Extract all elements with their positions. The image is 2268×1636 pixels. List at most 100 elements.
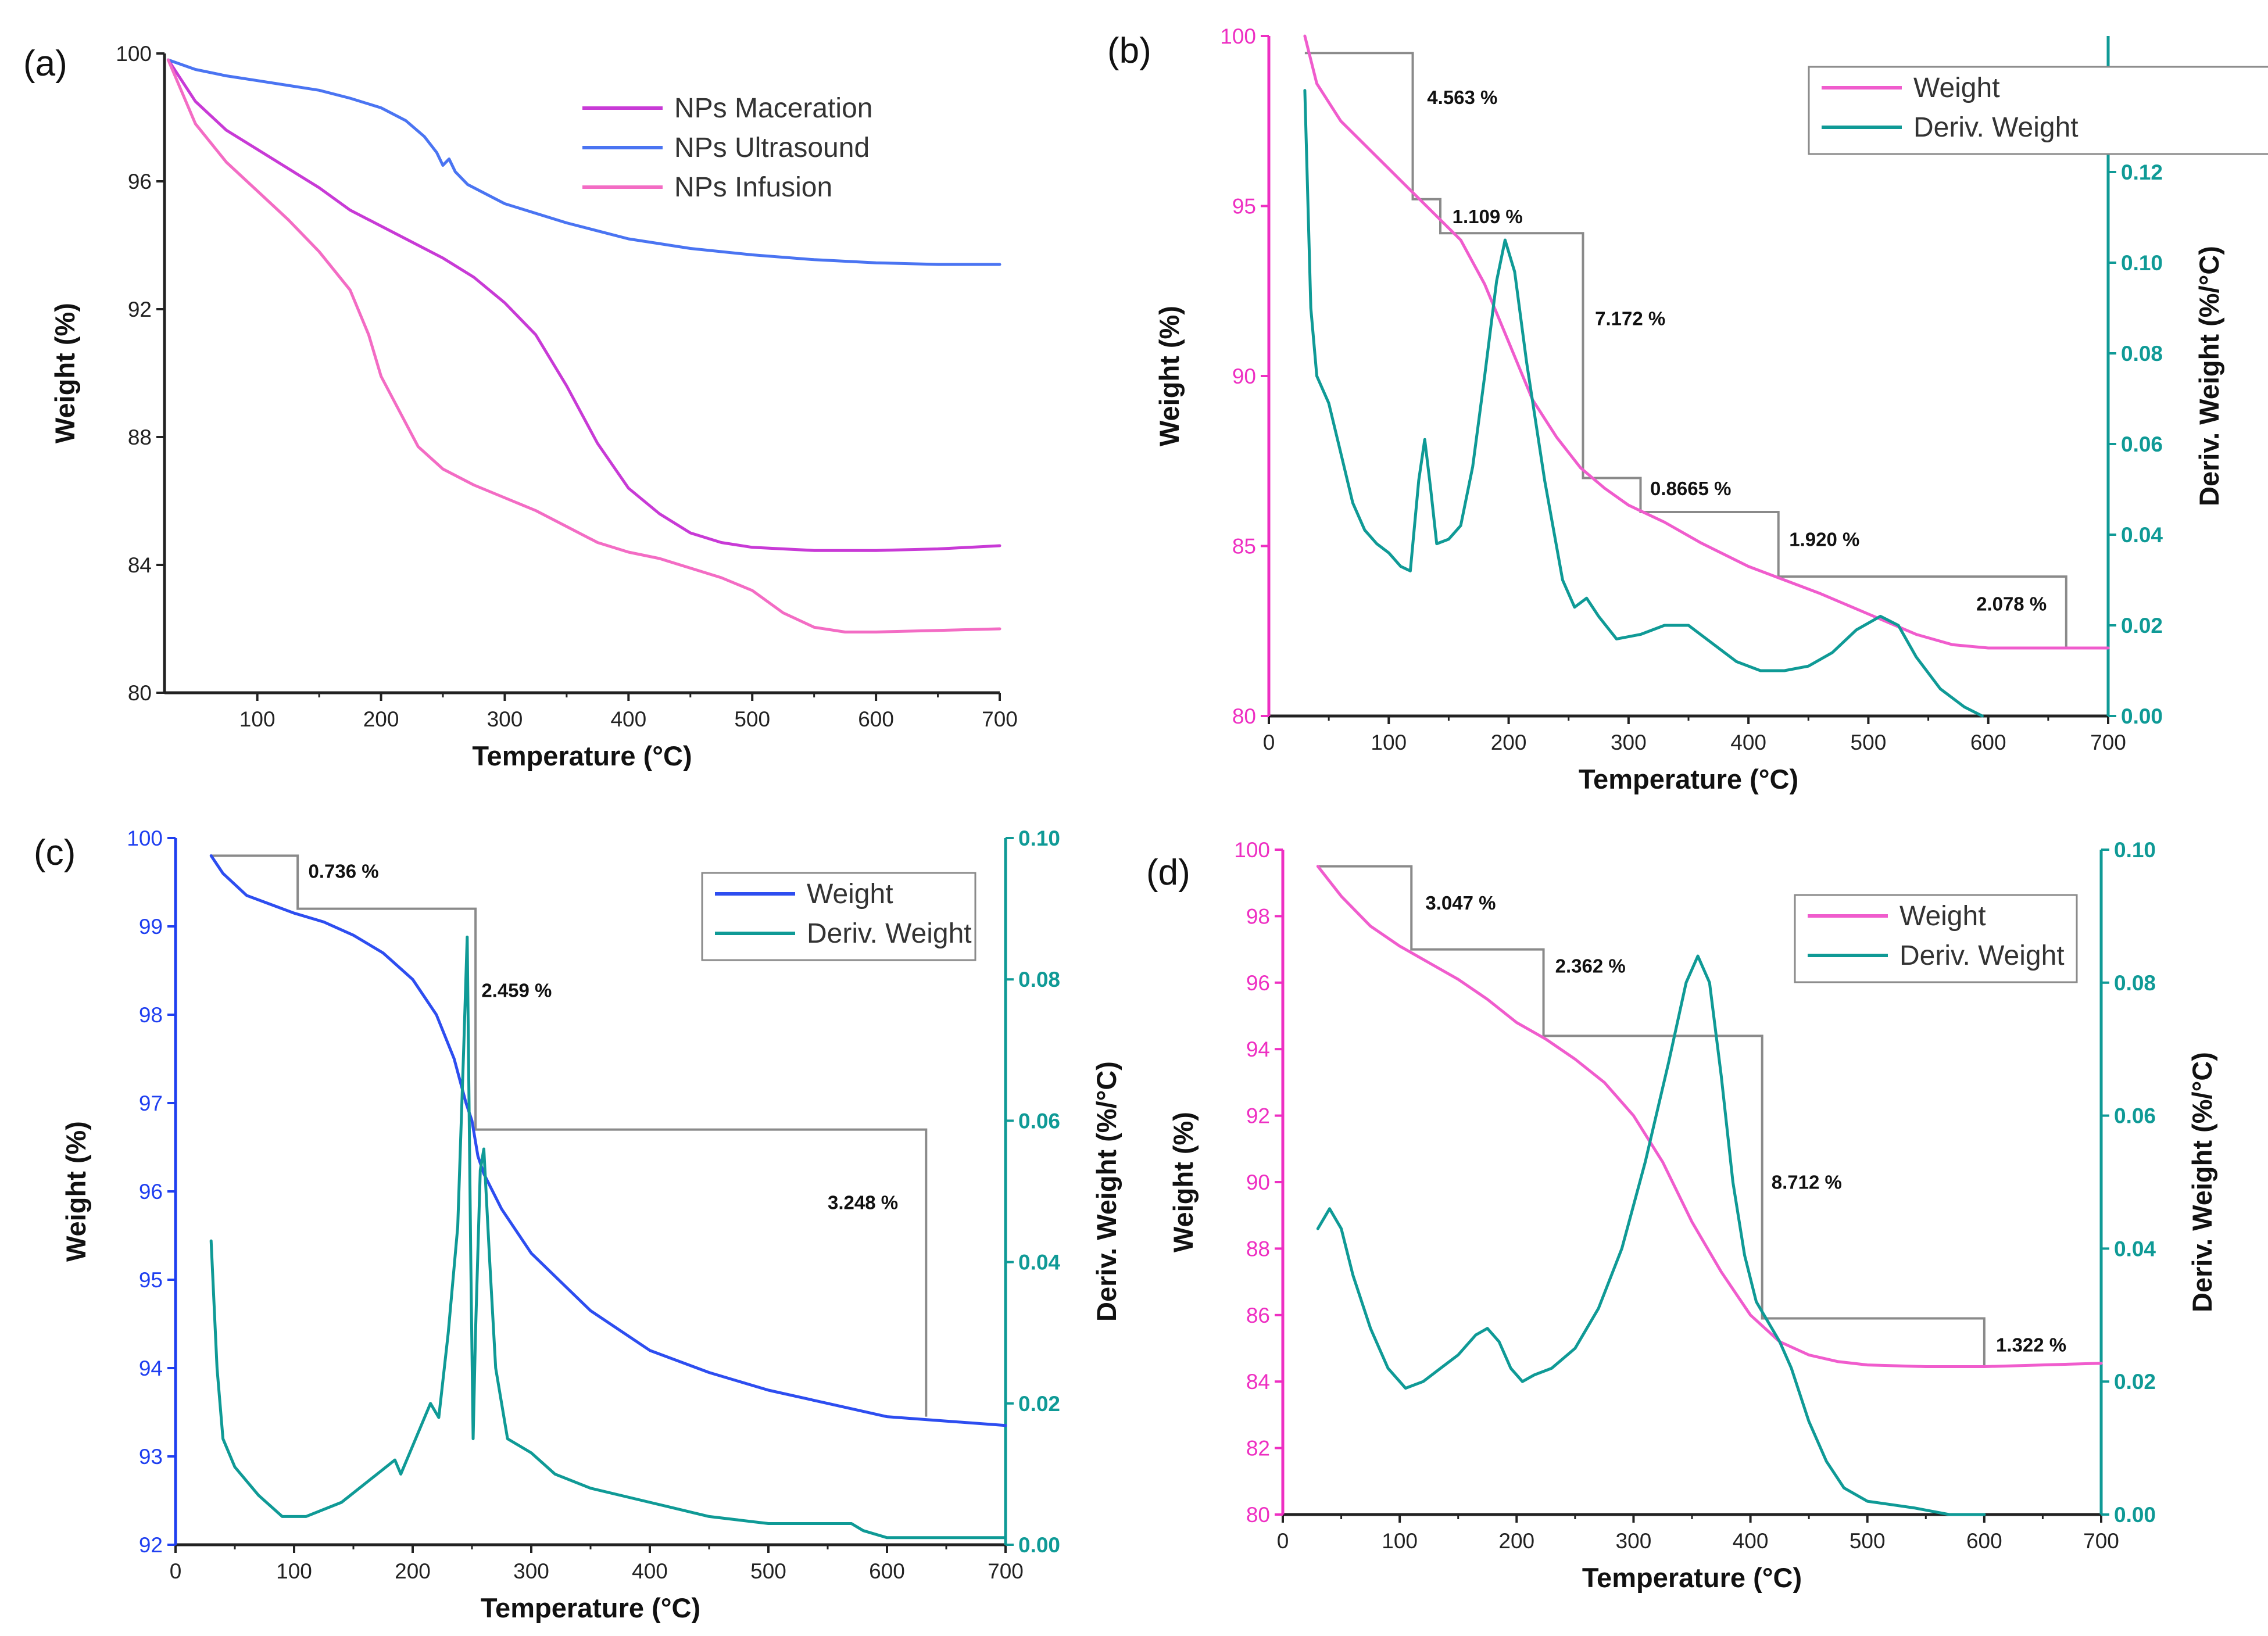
y-tick-label: 88 — [1246, 1237, 1270, 1261]
series-line-deriv-weight — [1316, 954, 1986, 1516]
y-tick-label: 95 — [1232, 195, 1256, 219]
x-tick-label: 600 — [1970, 731, 2006, 754]
x-tick-label: 500 — [1850, 1529, 1886, 1553]
panel-label: (b) — [1107, 31, 1151, 71]
y-tick-label: 100 — [1234, 838, 1270, 862]
y-right-tick-label: 0.00 — [1018, 1533, 1060, 1557]
mass-loss-annotation: 1.920 % — [1789, 529, 1859, 550]
y-tick-label: 92 — [128, 298, 152, 321]
legend-label: Deriv. Weight — [1899, 940, 2065, 971]
x-tick-label: 500 — [750, 1559, 786, 1583]
y-right-tick-label: 0.08 — [1018, 968, 1060, 991]
series-line-weight — [209, 854, 1007, 1427]
legend-box — [1808, 66, 2268, 155]
y-tick-label: 90 — [1246, 1170, 1270, 1194]
x-axis-label: Temperature (°C) — [1579, 764, 1798, 794]
series-line-weight — [1303, 34, 2110, 650]
legend-label: NPs Maceration — [674, 93, 872, 124]
y-tick-label: 84 — [128, 553, 152, 577]
x-tick-label: 400 — [610, 707, 646, 731]
x-tick-label: 400 — [1733, 1529, 1769, 1553]
mass-loss-annotation: 3.248 % — [828, 1191, 898, 1213]
y-right-tick-label: 0.04 — [2114, 1237, 2156, 1261]
y-right-tick-label: 0.02 — [2121, 614, 2163, 638]
y-tick-label: 92 — [1246, 1104, 1270, 1128]
legend-label: Weight — [1913, 73, 2000, 103]
mass-loss-annotation: 1.322 % — [1996, 1334, 2066, 1356]
y-tick-label: 92 — [139, 1533, 163, 1557]
x-tick-label: 700 — [988, 1559, 1024, 1583]
y-right-tick-label: 0.10 — [2121, 251, 2163, 275]
series-line-nps-infusion — [166, 58, 1001, 633]
y-right-tick-label: 0.10 — [1018, 826, 1060, 850]
mass-loss-annotation: 2.459 % — [481, 980, 552, 1001]
y-right-tick-label: 0.10 — [2114, 838, 2156, 862]
y-tick-label: 84 — [1246, 1370, 1270, 1394]
y-tick-label: 80 — [1246, 1503, 1270, 1527]
y-tick-label: 85 — [1232, 535, 1256, 559]
y-right-tick-label: 0.08 — [2121, 342, 2163, 366]
y-axis-label: Weight (%) — [60, 1121, 91, 1262]
y-tick-label: 100 — [1220, 24, 1256, 48]
mass-loss-annotation: 1.109 % — [1453, 206, 1523, 227]
x-tick-label: 300 — [1611, 731, 1647, 754]
x-tick-label: 700 — [982, 707, 1018, 731]
x-tick-label: 600 — [858, 707, 894, 731]
mass-loss-step-line — [211, 854, 928, 1417]
y-tick-label: 98 — [1246, 904, 1270, 928]
y-tick-label: 80 — [128, 681, 152, 705]
x-tick-label: 200 — [395, 1559, 431, 1583]
series-line-weight — [1316, 865, 2103, 1368]
y-right-tick-label: 0.04 — [2121, 523, 2163, 547]
x-tick-label: 200 — [363, 707, 399, 731]
series-line-nps-maceration — [166, 58, 1001, 552]
y-tick-label: 100 — [127, 826, 163, 850]
panel-label: (d) — [1146, 853, 1190, 893]
x-tick-label: 700 — [2090, 731, 2126, 754]
x-tick-label: 0 — [1263, 731, 1275, 754]
y-tick-label: 93 — [139, 1445, 163, 1469]
mass-loss-step-line — [1318, 865, 1986, 1367]
y-tick-label: 94 — [139, 1356, 163, 1380]
series-line-nps-ultrasound — [166, 58, 1001, 266]
series-line-deriv-weight — [209, 935, 1007, 1540]
chart-panel-4: (d) 0 100 200 300 400 500 600 700 80 82 84 86 88 90 92 9… — [1146, 838, 2217, 1593]
x-tick-label: 100 — [1371, 731, 1407, 754]
y-right-tick-label: 0.08 — [2114, 971, 2156, 995]
y-right-tick-label: 0.04 — [1018, 1251, 1060, 1275]
x-tick-label: 100 — [1382, 1529, 1418, 1553]
y-tick-label: 94 — [1246, 1037, 1270, 1061]
y-axis-label: Weight (%) — [1154, 306, 1185, 446]
x-tick-label: 500 — [1851, 731, 1887, 754]
legend-label: Weight — [1899, 901, 1986, 932]
mass-loss-annotation: 0.8665 % — [1650, 478, 1731, 499]
y-tick-label: 96 — [139, 1180, 163, 1204]
mass-loss-annotation: 4.563 % — [1427, 87, 1497, 108]
panel-label: (c) — [34, 833, 76, 873]
x-tick-label: 700 — [2083, 1529, 2119, 1553]
y-tick-label: 95 — [139, 1268, 163, 1292]
y-tick-label: 88 — [128, 425, 152, 449]
x-tick-label: 400 — [632, 1559, 668, 1583]
y-right-tick-label: 0.12 — [2121, 160, 2163, 184]
y-right-tick-label: 0.06 — [2121, 432, 2163, 456]
y-tick-label: 97 — [139, 1091, 163, 1115]
x-tick-label: 600 — [1966, 1529, 2002, 1553]
y-tick-label: 82 — [1246, 1437, 1270, 1460]
chart-panel-1: (a) 100 200 300 400 500 600 700 80 84 88 92 96 100 Tem… — [23, 42, 1018, 771]
x-tick-label: 300 — [513, 1559, 549, 1583]
x-tick-label: 300 — [1616, 1529, 1652, 1553]
y-right-tick-label: 0.02 — [2114, 1370, 2156, 1394]
legend-label: NPs Infusion — [674, 172, 832, 203]
y-right-axis-label: Deriv. Weight (%/°C) — [2187, 1052, 2217, 1312]
x-tick-label: 100 — [239, 707, 276, 731]
mass-loss-annotation: 0.736 % — [308, 860, 378, 882]
y-right-tick-label: 0.00 — [2114, 1503, 2156, 1527]
y-tick-label: 96 — [128, 170, 152, 194]
y-axis-label: Weight (%) — [1168, 1112, 1199, 1252]
x-tick-label: 200 — [1498, 1529, 1534, 1553]
y-right-axis-label: Deriv. Weight (%/°C) — [2194, 246, 2224, 506]
x-tick-label: 600 — [869, 1559, 905, 1583]
chart-panel-2: (b) 0 100 200 300 400 500 600 700 80 85 90 95 100 0.00… — [1107, 24, 2268, 794]
